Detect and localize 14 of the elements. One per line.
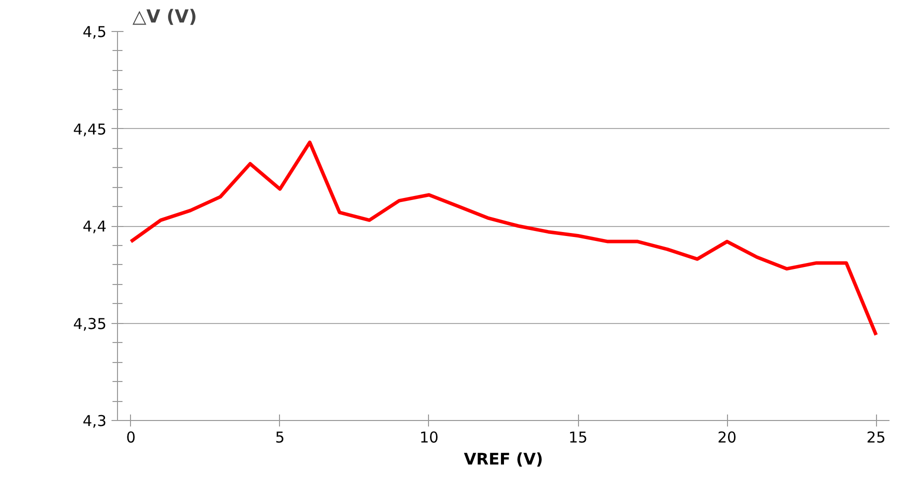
- x-tick-label: 5: [275, 428, 285, 446]
- y-tick-label: 4,5: [82, 23, 107, 41]
- x-tick-label: 10: [419, 428, 439, 446]
- x-tick-label: 20: [718, 428, 737, 446]
- y-tick-label: 4,35: [73, 314, 107, 333]
- y-tick-label: 4,3: [82, 412, 107, 430]
- y-tick-label: 4,4: [82, 218, 107, 236]
- x-axis-title: VREF (V): [464, 450, 544, 468]
- x-tick-label: 0: [126, 428, 136, 446]
- x-tick-label: 25: [866, 428, 886, 446]
- x-tick-label: 15: [568, 428, 588, 446]
- y-tick-label: 4,45: [73, 120, 107, 138]
- line-series: [129, 140, 878, 337]
- y-axis-title: △V (V): [132, 6, 197, 28]
